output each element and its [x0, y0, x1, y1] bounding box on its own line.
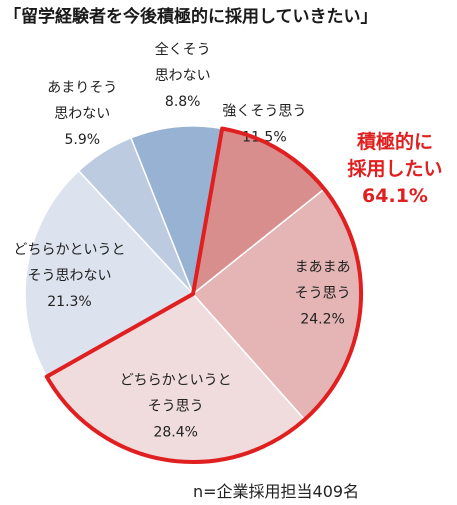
- slice-label: 全くそう思わない 8.8%: [155, 41, 211, 110]
- pie-slices: [24, 125, 362, 463]
- callout-label: 積極的に採用したい 64.1%: [347, 130, 442, 207]
- slice-label: どちらかというとそう思わない 21.3%: [14, 242, 126, 310]
- sample-note: n=企業採用担当409名: [193, 482, 360, 501]
- slice-label: 強くそう思う 11.5%: [222, 104, 306, 146]
- chart-title: 「留学経験者を今後積極的に採用していきたい」: [4, 7, 378, 27]
- pie-slice: [24, 169, 195, 378]
- highlight-outline: [44, 126, 363, 464]
- slice-label: まあまあそう思う 24.2%: [295, 260, 351, 328]
- slice-label: どちらかというとそう思う 28.4%: [120, 373, 232, 441]
- pie-labels: 強くそう思う 11.5% まあまあそう思う 24.2% どちらかというとそう思う 28.4…: [14, 41, 351, 441]
- slice-label: あまりそう思わない 5.9%: [47, 80, 117, 148]
